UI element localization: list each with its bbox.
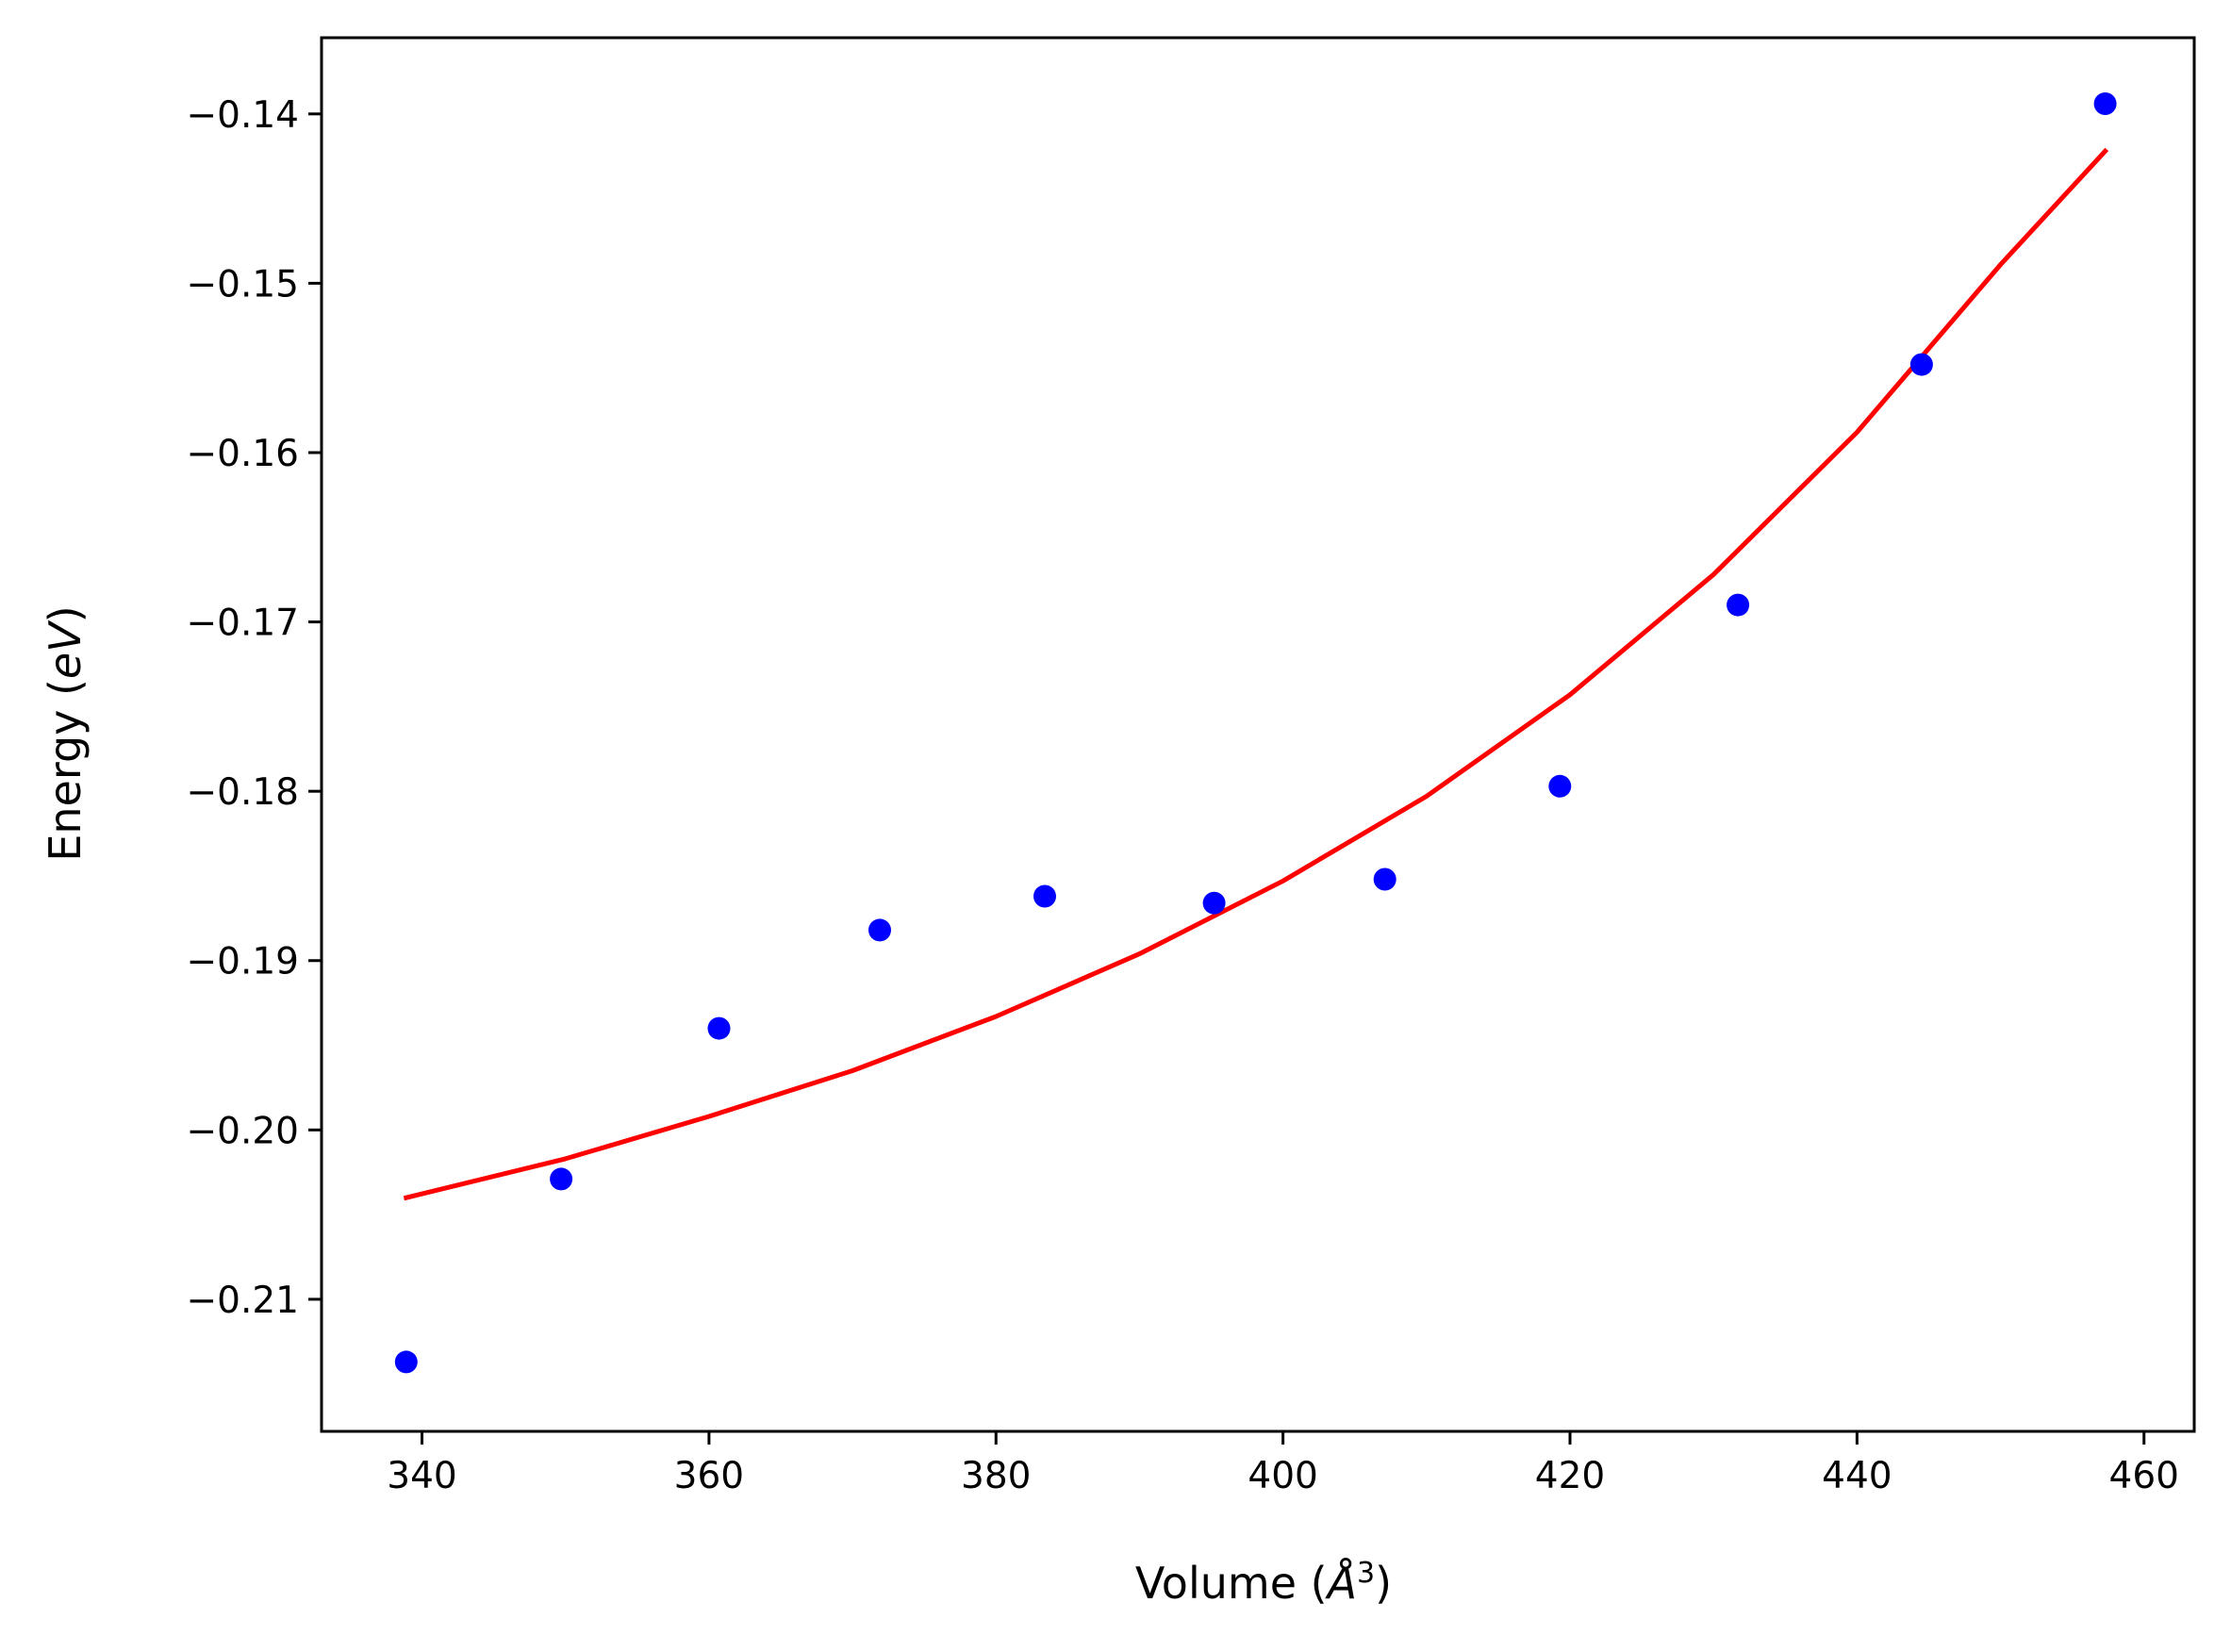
data-point [394, 1350, 418, 1374]
y-tick-label: −0.19 [186, 941, 299, 983]
y-tick-label: −0.17 [186, 603, 299, 645]
plot-area [394, 92, 2117, 1374]
x-tick-label: 360 [674, 1455, 744, 1497]
y-tick-label: −0.18 [186, 771, 299, 814]
x-axis-label: Volume (Å3) [1135, 1557, 1392, 1610]
x-tick-label: 380 [961, 1455, 1031, 1497]
data-point [1202, 891, 1226, 915]
axes: 340 360 380 400 420 440 460 −0.14 −0.15 −0.16 −0.1… [186, 36, 2196, 1497]
data-point [550, 1167, 573, 1191]
y-tick-label: −0.21 [186, 1280, 299, 1322]
plot-frame [320, 36, 2196, 1433]
data-point [707, 1016, 731, 1040]
x-tick-label: 400 [1248, 1455, 1317, 1497]
y-tick-label: −0.15 [186, 263, 299, 306]
x-tick-label: 340 [387, 1455, 456, 1497]
x-tick-label: 460 [2109, 1455, 2179, 1497]
data-point [1727, 593, 1750, 617]
data-point [1548, 774, 1572, 798]
data-point [868, 918, 891, 942]
x-tick-label: 420 [1535, 1455, 1605, 1497]
y-tick-label: −0.16 [186, 433, 299, 475]
y-axis-label: Energy (eV) [40, 605, 91, 861]
y-tick-label: −0.14 [186, 94, 299, 137]
x-tick-label: 440 [1822, 1455, 1892, 1497]
data-point [1909, 353, 1933, 376]
fit-curve-line [403, 147, 2109, 1201]
data-point [1033, 884, 1056, 908]
y-tick-label: −0.20 [186, 1110, 299, 1152]
data-point [1373, 867, 1396, 891]
data-point [2093, 92, 2117, 115]
